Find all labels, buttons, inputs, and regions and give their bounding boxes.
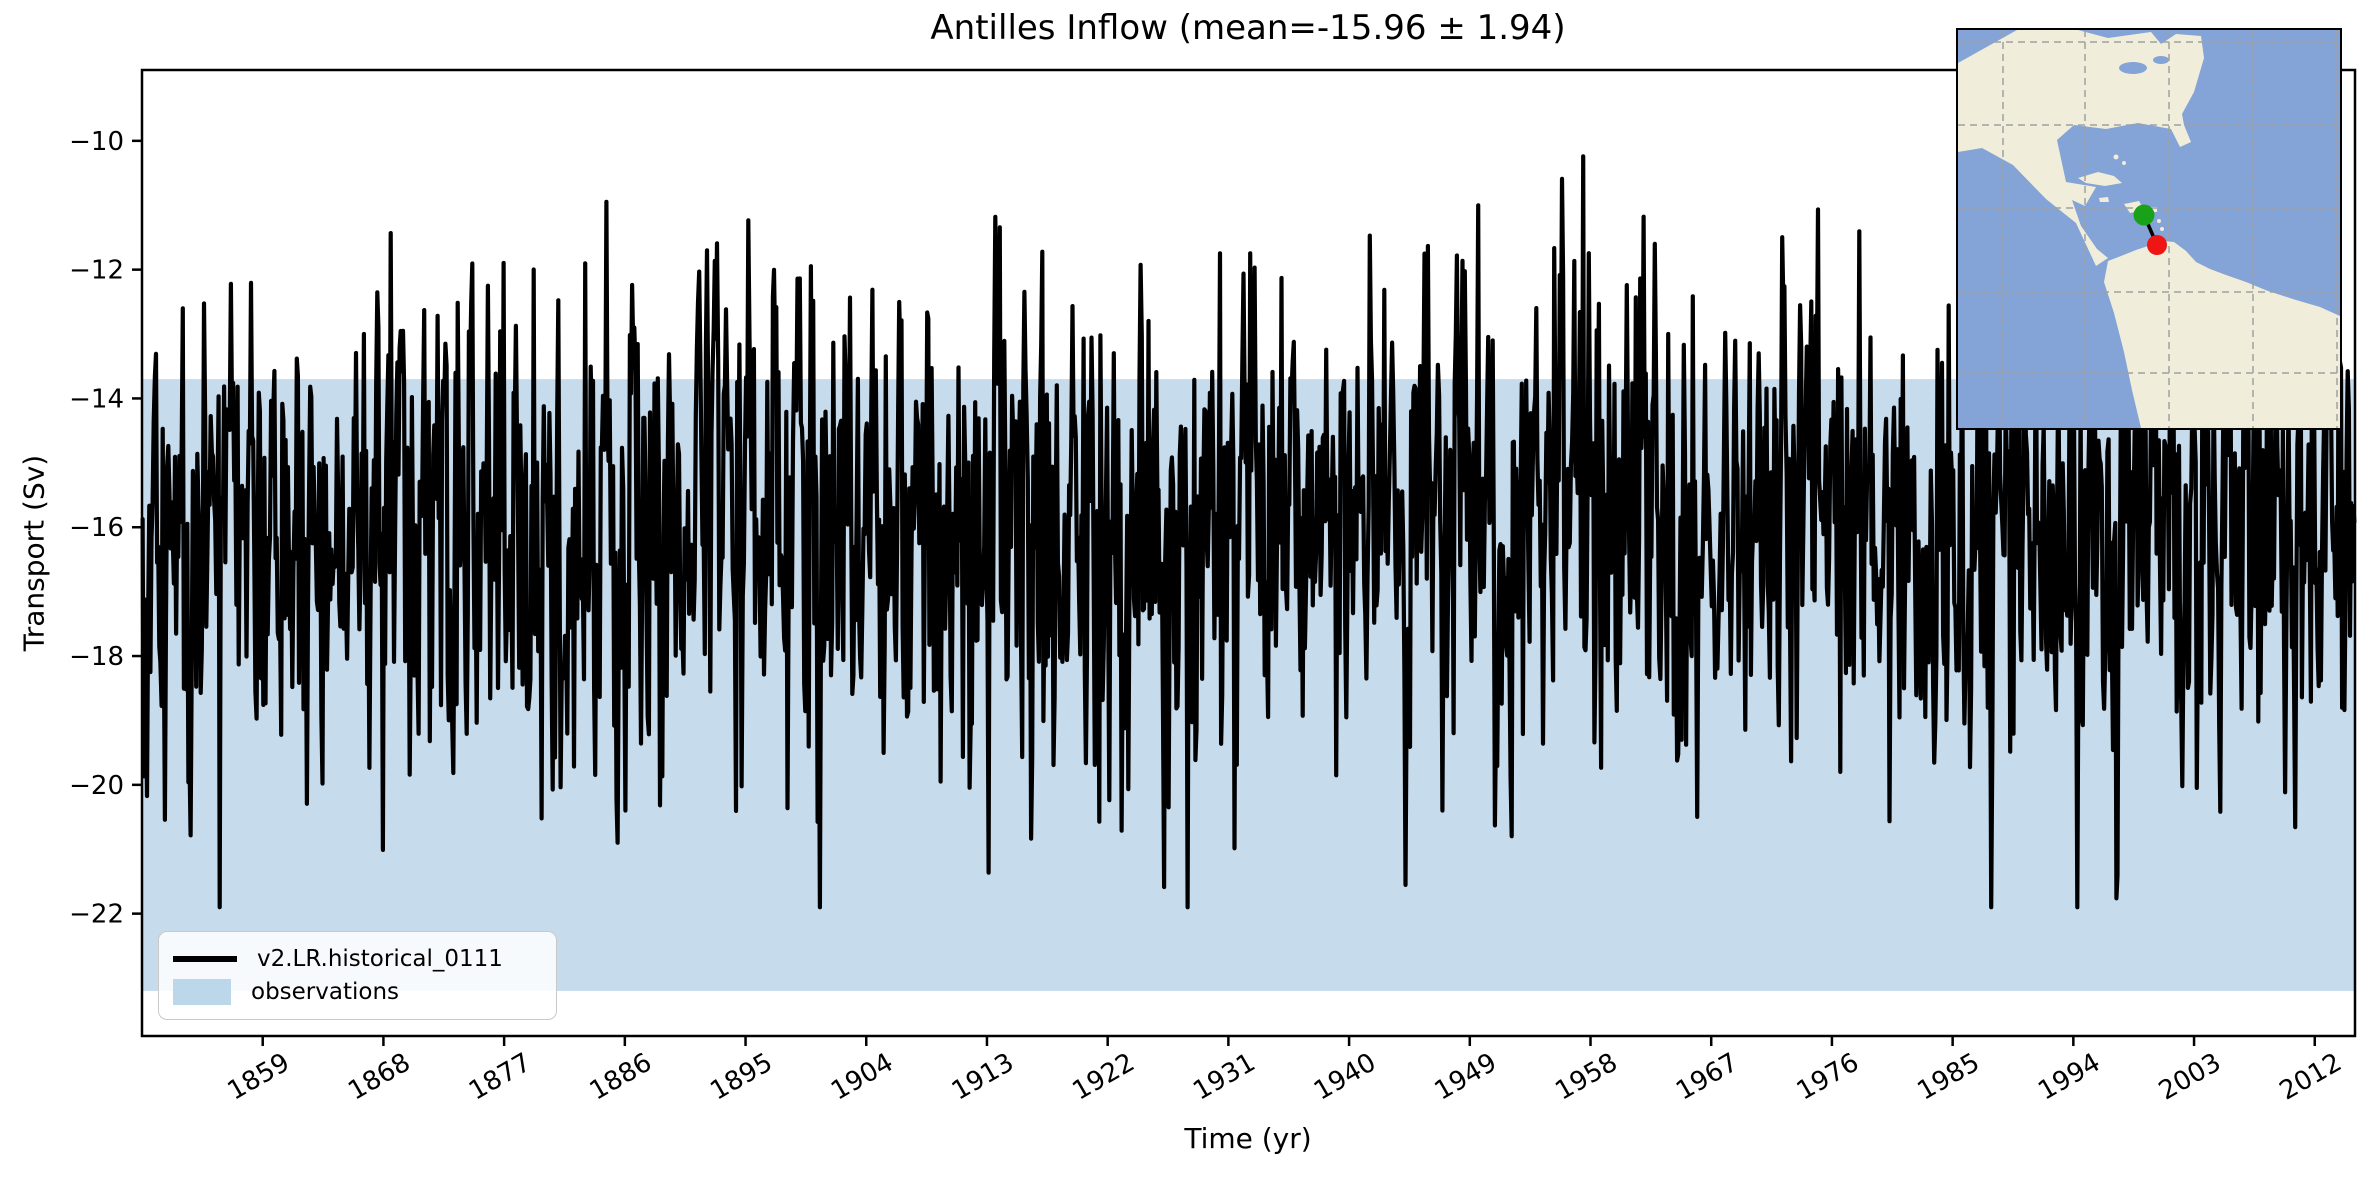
x-tick-label: 1895 <box>705 1048 777 1107</box>
y-axis-label: Transport (Sv) <box>17 454 51 652</box>
x-tick-label: 1967 <box>1671 1048 1743 1107</box>
x-tick-label: 1922 <box>1068 1048 1140 1107</box>
inset-map-canvas <box>1958 30 2340 428</box>
legend-line-sample <box>173 955 237 962</box>
y-tick-label: −14 <box>69 384 124 414</box>
x-tick-label: 1985 <box>1912 1048 1984 1107</box>
legend-item-observations: observations <box>173 979 542 1006</box>
y-tick-label: −10 <box>69 127 124 157</box>
x-tick-label: 2012 <box>2275 1048 2347 1107</box>
chart-title: Antilles Inflow (mean=-15.96 ± 1.94) <box>930 8 1566 48</box>
y-tick-label: −12 <box>69 256 124 286</box>
x-tick-label: 1868 <box>343 1048 415 1107</box>
legend-item-label: observations <box>251 979 400 1006</box>
x-tick-label: 1859 <box>223 1048 295 1107</box>
x-tick-label: 1949 <box>1430 1048 1502 1107</box>
x-tick-label: 1913 <box>947 1048 1019 1107</box>
x-tick-label: 1994 <box>2033 1048 2105 1107</box>
x-tick-label: 1904 <box>826 1048 898 1107</box>
x-tick-label: 1931 <box>1188 1048 1260 1107</box>
plot-border <box>140 68 2357 1038</box>
map-graticule <box>1958 30 2340 428</box>
map-land-south-america <box>2104 241 2340 428</box>
map-land-bahamas <box>2113 154 2119 160</box>
transect-start-marker <box>2133 204 2155 226</box>
y-tick-label: −20 <box>69 771 124 801</box>
legend-patch-sample <box>173 979 231 1006</box>
x-tick-label: 1958 <box>1550 1048 1622 1107</box>
map-land-north-america <box>1958 30 2204 266</box>
legend: v2.LR.historical_0111 observations <box>158 931 557 1020</box>
map-land-cuba <box>2078 172 2122 186</box>
y-tick-label: −18 <box>69 642 124 672</box>
map-land-lesser-antilles <box>2160 227 2164 231</box>
map-land-jamaica <box>2099 197 2109 202</box>
x-tick-label: 1886 <box>585 1048 657 1107</box>
map-land-bahamas <box>2122 161 2126 165</box>
map-land-lesser-antilles <box>2157 219 2161 223</box>
legend-item-model: v2.LR.historical_0111 <box>173 946 542 972</box>
inset-map <box>1956 28 2342 430</box>
map-great-lakes <box>2119 62 2147 74</box>
y-tick-label: −16 <box>69 513 124 543</box>
x-tick-label: 1976 <box>1792 1048 1864 1107</box>
x-axis-label: Time (yr) <box>1184 1122 1312 1155</box>
x-tick-label: 1940 <box>1309 1048 1381 1107</box>
x-tick-label: 1877 <box>464 1048 536 1107</box>
map-great-lakes <box>2153 56 2169 64</box>
legend-item-label: v2.LR.historical_0111 <box>257 945 503 972</box>
transect-end-marker <box>2147 235 2167 255</box>
y-tick-label: −22 <box>69 900 124 930</box>
x-tick-label: 2003 <box>2154 1048 2226 1107</box>
